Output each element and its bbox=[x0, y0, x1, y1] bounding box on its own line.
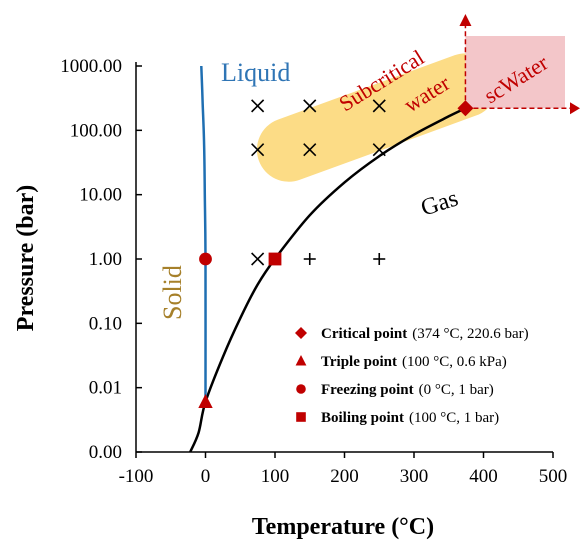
supercritical-arrows bbox=[459, 14, 580, 115]
region-label-liquid: Liquid bbox=[221, 58, 290, 87]
special-point-markers bbox=[198, 100, 474, 408]
legend-label: Boiling point (100 °C, 1 bar) bbox=[321, 410, 499, 426]
y-tick-label: 100.00 bbox=[70, 120, 122, 141]
subcritical-band bbox=[256, 53, 498, 182]
diamond-point-marker bbox=[457, 100, 474, 117]
legend-diamond-marker bbox=[295, 327, 307, 339]
melting-curve bbox=[200, 65, 207, 402]
legend-label-name: Freezing point bbox=[321, 382, 414, 398]
y-tick-label: 1.00 bbox=[89, 249, 122, 270]
legend-label-detail: (374 °C, 220.6 bar) bbox=[412, 326, 528, 342]
x-axis-title: Temperature (°C) bbox=[252, 514, 434, 540]
legend-label-detail: (0 °C, 1 bar) bbox=[419, 382, 494, 398]
legend-label: Triple point (100 °C, 0.6 kPa) bbox=[321, 354, 507, 370]
cross-markers bbox=[251, 99, 386, 266]
y-tick-label: 0.01 bbox=[89, 378, 122, 399]
plus-marker bbox=[373, 253, 386, 265]
legend-label: Freezing point (0 °C, 1 bar) bbox=[321, 382, 494, 398]
square-point-marker bbox=[268, 252, 282, 266]
legend-triangle-marker bbox=[295, 355, 307, 366]
y-tick-label: 10.00 bbox=[79, 185, 122, 206]
arrow-right-head bbox=[570, 102, 580, 115]
region-label-solid: Solid bbox=[158, 265, 187, 320]
y-tick-label: 0.10 bbox=[89, 313, 122, 334]
x-tick-label: 100 bbox=[261, 466, 290, 487]
legend-label-detail: (100 °C, 1 bar) bbox=[409, 410, 499, 426]
x-tick-label: 200 bbox=[330, 466, 359, 487]
x-tick-label: -100 bbox=[119, 466, 154, 487]
cross-marker bbox=[303, 143, 317, 157]
subcritical-band-stroke bbox=[256, 53, 498, 182]
cross-marker bbox=[372, 143, 386, 157]
legend-circle-marker bbox=[296, 384, 306, 394]
legend-label: Critical point (374 °C, 220.6 bar) bbox=[321, 326, 529, 342]
circle-point-marker bbox=[199, 252, 212, 266]
legend-entry: Freezing point (0 °C, 1 bar) bbox=[296, 382, 494, 398]
legend-label-detail: (100 °C, 0.6 kPa) bbox=[402, 354, 507, 370]
legend-entry: Critical point (374 °C, 220.6 bar) bbox=[295, 326, 529, 342]
x-tick-label: 400 bbox=[469, 466, 498, 487]
cross-marker bbox=[251, 99, 265, 113]
y-axis-ticks: 0.00 0.01 0.10 1.00 10.00 100.00 1000.00 bbox=[60, 56, 142, 463]
y-tick-label: 1000.00 bbox=[60, 56, 122, 77]
legend-label-name: Boiling point bbox=[321, 410, 404, 426]
y-axis-title: Pressure (bar) bbox=[13, 185, 39, 331]
cross-marker bbox=[251, 252, 265, 266]
triangle-point-marker bbox=[198, 393, 213, 408]
x-tick-label: 300 bbox=[400, 466, 429, 487]
axes: -100 0 100 200 300 400 500 0.00 0.01 0.10 1.00 10.… bbox=[60, 56, 567, 487]
legend: Critical point (374 °C, 220.6 bar) Triple … bbox=[295, 326, 529, 426]
x-axis-ticks: -100 0 100 200 300 400 500 bbox=[119, 452, 568, 487]
cross-marker bbox=[251, 143, 265, 157]
x-tick-label: 500 bbox=[539, 466, 568, 487]
cross-marker bbox=[303, 99, 317, 113]
legend-label-name: Triple point bbox=[321, 354, 397, 370]
supercritical-region bbox=[465, 36, 565, 109]
legend-entry: Boiling point (100 °C, 1 bar) bbox=[296, 410, 499, 426]
plus-markers bbox=[303, 253, 386, 265]
legend-label-name: Critical point bbox=[321, 326, 407, 342]
cross-marker bbox=[372, 99, 386, 113]
legend-square-marker bbox=[296, 412, 306, 422]
x-tick-label: 0 bbox=[201, 466, 211, 487]
plus-marker bbox=[303, 253, 316, 265]
legend-entry: Triple point (100 °C, 0.6 kPa) bbox=[295, 354, 507, 370]
y-tick-label: 0.00 bbox=[89, 442, 122, 463]
arrow-up-head bbox=[459, 14, 472, 26]
region-label-gas: Gas bbox=[418, 185, 462, 221]
